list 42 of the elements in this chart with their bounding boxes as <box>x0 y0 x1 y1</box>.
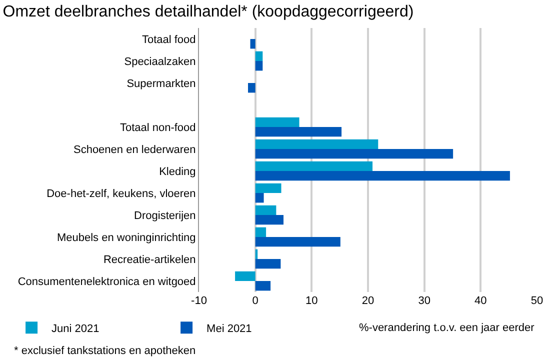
x-tick-label: -10 <box>191 295 207 307</box>
y-tick-label: Doe-het-zelf, keukens, vloeren <box>46 188 196 200</box>
bar <box>255 259 281 269</box>
bar <box>255 61 263 71</box>
bar <box>255 281 271 291</box>
bar <box>255 237 340 247</box>
y-tick-label: Totaal food <box>142 34 196 46</box>
bar <box>255 171 510 181</box>
bar <box>255 139 378 149</box>
x-axis-title: %-verandering t.o.v. een jaar eerder <box>359 322 535 334</box>
bar <box>255 227 266 237</box>
x-tick-label: 0 <box>252 295 258 307</box>
bar <box>255 127 342 137</box>
y-tick-label: Meubels en woninginrichting <box>56 232 196 244</box>
x-tick-label: 30 <box>418 295 430 307</box>
y-tick-label: Totaal non-food <box>120 122 196 134</box>
y-tick-label: Schoenen en lederwaren <box>73 144 196 156</box>
bar <box>255 149 454 159</box>
bar <box>255 205 276 215</box>
bar <box>255 183 282 193</box>
y-tick-label: Consumentenelektronica en witgoed <box>18 276 196 288</box>
y-tick-label: Recreatie-artikelen <box>103 254 196 266</box>
y-tick-label: Drogisterijen <box>134 210 196 222</box>
bar <box>235 271 256 281</box>
chart-title: Omzet deelbranches detailhandel* (koopdaggecorrigeerd) <box>2 4 414 21</box>
bar <box>255 215 284 225</box>
bar <box>255 161 373 171</box>
legend-label: Mei 2021 <box>206 322 252 335</box>
x-tick-label: 20 <box>362 295 374 307</box>
bar <box>248 83 256 93</box>
x-tick-label: 50 <box>530 295 544 307</box>
bar <box>255 51 263 61</box>
text: * exclusief tankstations en apotheken <box>14 345 196 357</box>
x-tick-label: 40 <box>474 295 487 307</box>
bar <box>255 117 300 127</box>
x-tick-label: 10 <box>306 295 318 307</box>
y-tick-label: Supermarkten <box>126 78 196 90</box>
y-tick-label: Speciaalzaken <box>124 56 196 68</box>
y-tick-label: Kleding <box>159 166 196 178</box>
bar <box>255 193 264 203</box>
bar <box>250 39 256 49</box>
legend-label: Juni 2021 <box>52 322 100 335</box>
